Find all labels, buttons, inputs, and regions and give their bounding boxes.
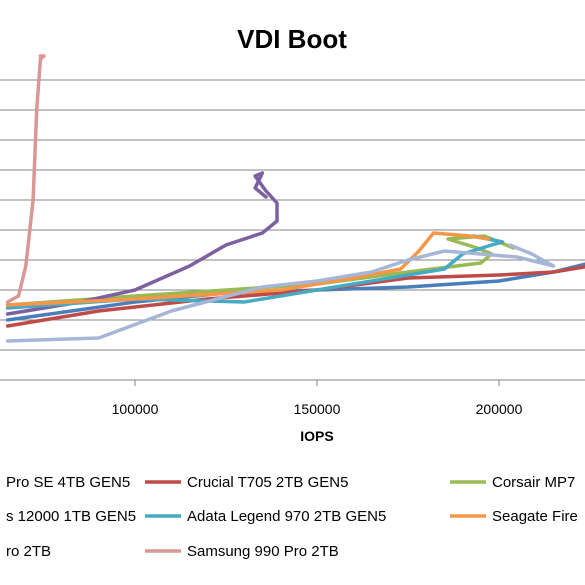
legend-item: Samsung 990 Pro 2TB [145,543,339,560]
legend-label: ro 2TB [6,543,51,560]
legend-label: Corsair MP7 [492,474,575,491]
chart-title: VDI Boot [237,24,347,54]
x-tick-labels: 100000 150000 200000 [112,380,523,417]
legend: Pro SE 4TB GEN5 Crucial T705 2TB GEN5 Cors… [6,474,578,560]
legend-item: Seagate Fire [450,508,578,525]
series-layer [5,54,585,343]
legend-label: Samsung 990 Pro 2TB [187,543,339,560]
legend-item: Adata Legend 970 2TB GEN5 [145,508,386,525]
legend-item: Corsair MP7 [450,474,575,491]
legend-label: Crucial T705 2TB GEN5 [187,474,348,491]
series-line [5,231,490,307]
gridlines [0,79,585,351]
series-line [5,234,505,310]
legend-label: Pro SE 4TB GEN5 [6,474,130,491]
series-line [5,54,46,304]
x-tick-label: 150000 [294,401,341,417]
legend-label: s 12000 1TB GEN5 [6,508,136,525]
series-line [5,234,516,307]
series-line [5,171,279,316]
x-tick-label: 100000 [112,401,159,417]
series-line [5,243,556,343]
legend-label: Seagate Fire [492,508,578,525]
series-line [5,265,585,328]
legend-item: ro 2TB [6,543,51,560]
legend-item: Pro SE 4TB GEN5 [6,474,130,491]
x-tick-label: 200000 [476,401,523,417]
legend-label: Adata Legend 970 2TB GEN5 [187,508,386,525]
x-axis-title: IOPS [300,428,333,444]
legend-item: s 12000 1TB GEN5 [6,508,136,525]
legend-item: Crucial T705 2TB GEN5 [145,474,348,491]
